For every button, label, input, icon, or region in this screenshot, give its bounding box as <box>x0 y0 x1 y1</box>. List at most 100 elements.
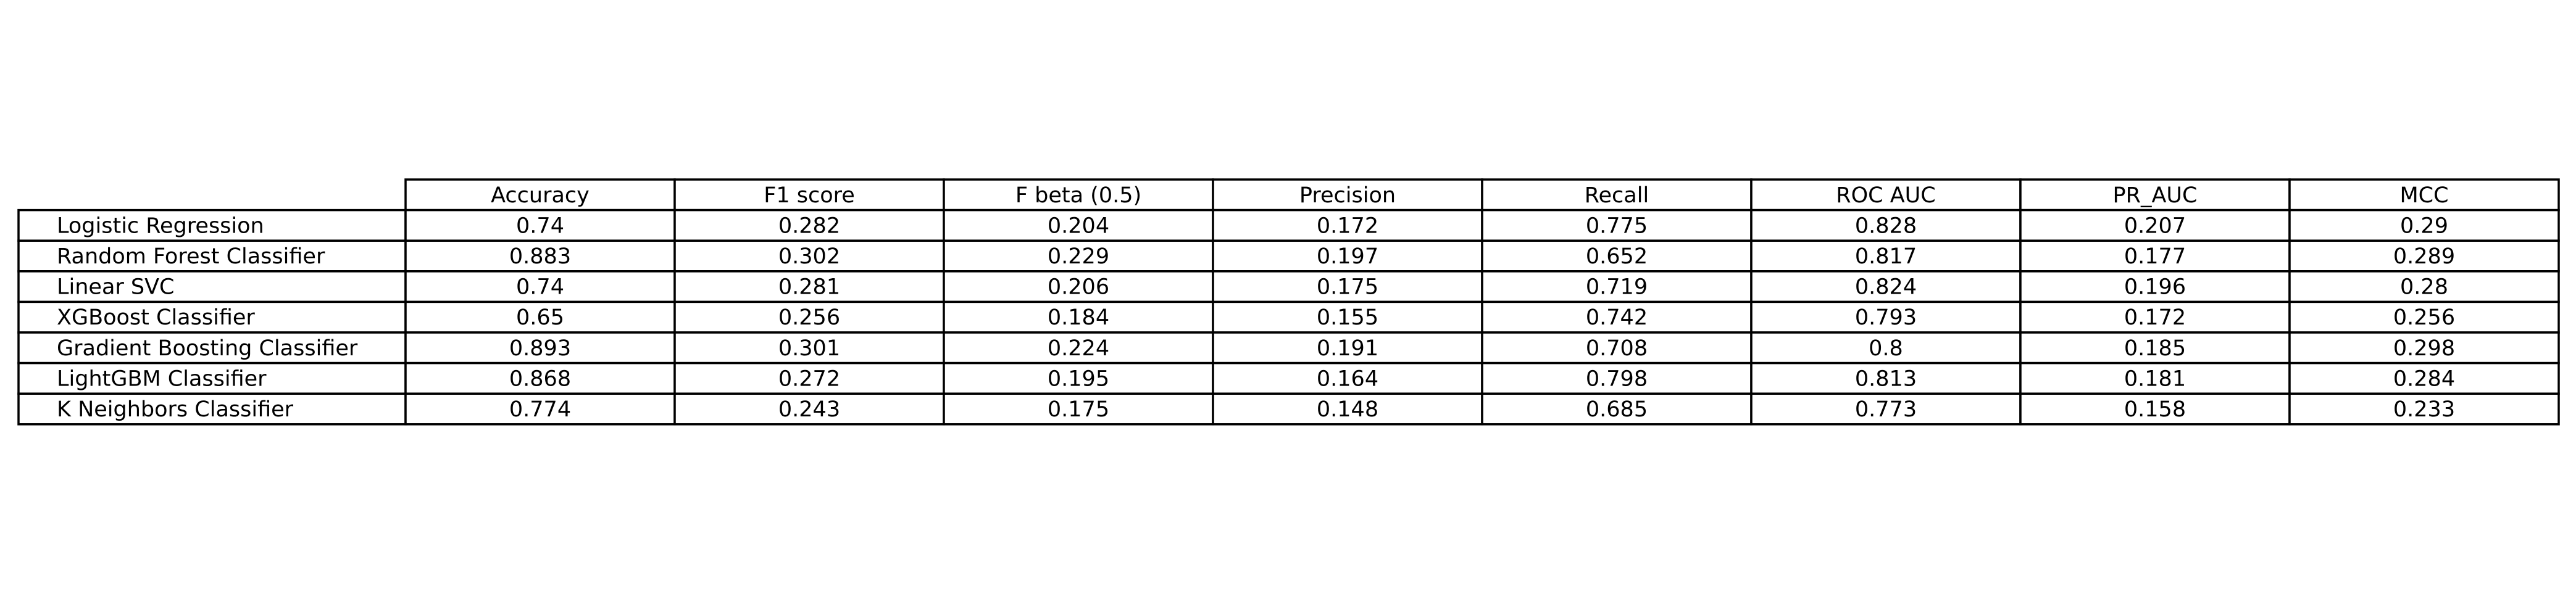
cell-value: 0.298 <box>2393 336 2455 361</box>
data-cell <box>2288 209 2560 242</box>
cell-value: 0.224 <box>1048 336 1109 361</box>
data-cell <box>2288 392 2560 426</box>
row-label: Gradient Boosting Classifier <box>57 336 358 361</box>
cell-value: 0.828 <box>1855 213 1917 238</box>
row-label: Logistic Regression <box>57 213 264 238</box>
cell-value: 0.685 <box>1586 397 1648 422</box>
data-cell <box>1481 239 1753 273</box>
column-header: MCC <box>2399 183 2448 208</box>
cell-value: 0.207 <box>2124 213 2186 238</box>
row-label: LightGBM Classifier <box>57 366 267 391</box>
cell-value: 0.774 <box>509 397 571 422</box>
header-cell <box>2288 178 2560 212</box>
data-cell <box>673 270 945 304</box>
data-cell <box>673 239 945 273</box>
cell-value: 0.824 <box>1855 275 1917 300</box>
data-cell <box>1481 392 1753 426</box>
cell-value: 0.196 <box>2124 275 2186 300</box>
cell-value: 0.148 <box>1317 397 1378 422</box>
cell-value: 0.197 <box>1317 244 1378 269</box>
data-cell <box>943 331 1214 365</box>
data-cell <box>404 361 676 395</box>
cell-value: 0.191 <box>1317 336 1378 361</box>
data-cell <box>2288 331 2560 365</box>
cell-value: 0.204 <box>1048 213 1109 238</box>
data-cell <box>1750 300 2022 334</box>
cell-value: 0.813 <box>1855 366 1917 391</box>
data-cell <box>943 392 1214 426</box>
row-label-cell <box>17 300 407 334</box>
cell-value: 0.302 <box>778 244 840 269</box>
column-header: Precision <box>1299 183 1396 208</box>
cell-value: 0.893 <box>509 336 571 361</box>
column-header: PR_AUC <box>2113 183 2198 208</box>
cell-value: 0.708 <box>1586 336 1648 361</box>
cell-value: 0.74 <box>516 275 564 300</box>
data-cell <box>1212 239 1483 273</box>
cell-value: 0.175 <box>1317 275 1378 300</box>
column-header: F1 score <box>764 183 855 208</box>
cell-value: 0.155 <box>1317 305 1378 330</box>
cell-value: 0.284 <box>2393 366 2455 391</box>
cell-value: 0.175 <box>1048 397 1109 422</box>
cell-value: 0.281 <box>778 275 840 300</box>
cell-value: 0.158 <box>2124 397 2186 422</box>
cell-value: 0.243 <box>778 397 840 422</box>
cell-value: 0.185 <box>2124 336 2186 361</box>
data-cell <box>1750 331 2022 365</box>
data-cell <box>2288 239 2560 273</box>
column-header: F beta (0.5) <box>1015 183 1141 208</box>
data-cell <box>404 239 676 273</box>
data-cell <box>2019 209 2291 242</box>
cell-value: 0.8 <box>1869 336 1903 361</box>
data-cell <box>2019 361 2291 395</box>
cell-value: 0.775 <box>1586 213 1648 238</box>
data-cell <box>404 300 676 334</box>
cell-value: 0.798 <box>1586 366 1648 391</box>
data-cell <box>404 392 676 426</box>
cell-value: 0.195 <box>1048 366 1109 391</box>
cell-value: 0.28 <box>2400 275 2448 300</box>
data-cell <box>404 331 676 365</box>
data-cell <box>1212 331 1483 365</box>
column-header: Recall <box>1585 183 1649 208</box>
cell-value: 0.184 <box>1048 305 1109 330</box>
data-cell <box>673 361 945 395</box>
data-cell <box>1212 270 1483 304</box>
cell-value: 0.289 <box>2393 244 2455 269</box>
cell-value: 0.256 <box>778 305 840 330</box>
cell-value: 0.177 <box>2124 244 2186 269</box>
row-label: Linear SVC <box>57 275 175 300</box>
data-cell <box>1481 331 1753 365</box>
cell-value: 0.652 <box>1586 244 1648 269</box>
cell-value: 0.301 <box>778 336 840 361</box>
row-label: Random Forest Classifier <box>57 244 325 269</box>
data-cell <box>1212 392 1483 426</box>
data-cell <box>404 209 676 242</box>
cell-value: 0.719 <box>1586 275 1648 300</box>
data-cell <box>1481 209 1753 242</box>
cell-value: 0.817 <box>1855 244 1917 269</box>
cell-value: 0.742 <box>1586 305 1648 330</box>
cell-value: 0.282 <box>778 213 840 238</box>
row-label-cell <box>17 331 407 365</box>
cell-value: 0.233 <box>2393 397 2455 422</box>
cell-value: 0.74 <box>516 213 564 238</box>
cell-value: 0.172 <box>1317 213 1378 238</box>
cell-value: 0.256 <box>2393 305 2455 330</box>
cell-value: 0.883 <box>509 244 571 269</box>
cell-value: 0.793 <box>1855 305 1917 330</box>
column-header: ROC AUC <box>1836 183 1935 208</box>
cell-value: 0.181 <box>2124 366 2186 391</box>
column-header: Accuracy <box>491 183 590 208</box>
data-cell <box>943 239 1214 273</box>
row-label-cell <box>17 361 407 395</box>
row-label-cell <box>17 270 407 304</box>
data-cell <box>943 209 1214 242</box>
cell-value: 0.206 <box>1048 275 1109 300</box>
cell-value: 0.164 <box>1317 366 1378 391</box>
row-label: K Neighbors Classifier <box>57 397 294 422</box>
data-cell <box>1481 361 1753 395</box>
cell-value: 0.29 <box>2400 213 2448 238</box>
